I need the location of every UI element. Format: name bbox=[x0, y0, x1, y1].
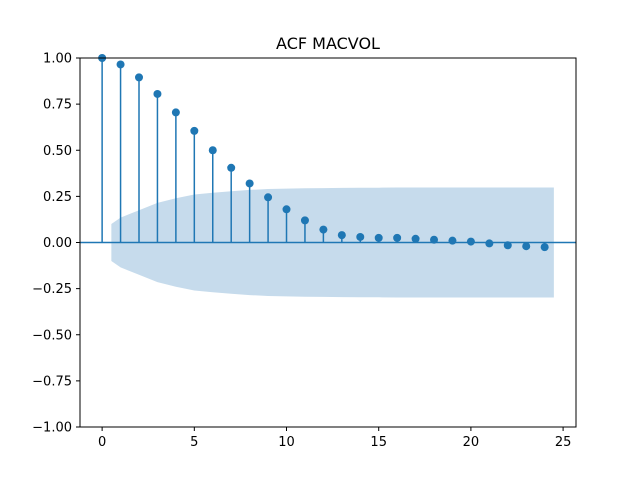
acf-point bbox=[190, 126, 199, 135]
acf-point bbox=[245, 179, 254, 188]
acf-point bbox=[448, 236, 457, 245]
x-tick-label: 20 bbox=[463, 435, 480, 450]
acf-point bbox=[153, 89, 162, 98]
x-tick-label: 25 bbox=[555, 435, 572, 450]
acf-point bbox=[227, 163, 236, 172]
acf-point bbox=[208, 146, 217, 155]
y-tick-label: 0.75 bbox=[43, 98, 72, 113]
y-tick-label: −0.25 bbox=[32, 282, 72, 297]
y-tick-label: −0.75 bbox=[32, 374, 72, 389]
acf-point bbox=[411, 234, 420, 243]
plot-content bbox=[80, 58, 576, 298]
x-tick-label: 10 bbox=[278, 435, 295, 450]
acf-point bbox=[319, 225, 328, 234]
y-tick-label: −1.00 bbox=[32, 421, 72, 436]
y-tick-label: 0.50 bbox=[43, 144, 72, 159]
acf-point bbox=[430, 235, 439, 244]
acf-point bbox=[300, 216, 309, 225]
acf-point bbox=[337, 231, 346, 240]
acf-point bbox=[374, 233, 383, 242]
acf-point bbox=[503, 241, 512, 250]
acf-point bbox=[466, 237, 475, 246]
acf-point bbox=[485, 239, 494, 248]
chart-title: ACF MACVOL bbox=[276, 34, 380, 53]
y-tick-label: 0.00 bbox=[43, 236, 72, 251]
axes: 0 5 10 15 20 25 1.00 0.75 0.50 0.25 0.00 −0.25 −0.50… bbox=[32, 52, 577, 450]
x-tick-label: 0 bbox=[98, 435, 106, 450]
acf-point bbox=[393, 233, 402, 242]
acf-point bbox=[356, 232, 365, 241]
y-tick-label: 0.25 bbox=[43, 190, 72, 205]
acf-point bbox=[522, 242, 531, 251]
y-tick-label: −0.50 bbox=[32, 328, 72, 343]
x-tick-label: 15 bbox=[370, 435, 387, 450]
acf-point bbox=[135, 73, 144, 82]
acf-point bbox=[264, 193, 273, 202]
plot-area bbox=[80, 54, 576, 298]
x-tick-label: 5 bbox=[190, 435, 198, 450]
acf-point bbox=[116, 60, 125, 69]
y-tick-label: 1.00 bbox=[43, 52, 72, 67]
acf-point bbox=[282, 205, 291, 214]
acf-point bbox=[540, 243, 549, 252]
acf-point bbox=[171, 108, 180, 117]
